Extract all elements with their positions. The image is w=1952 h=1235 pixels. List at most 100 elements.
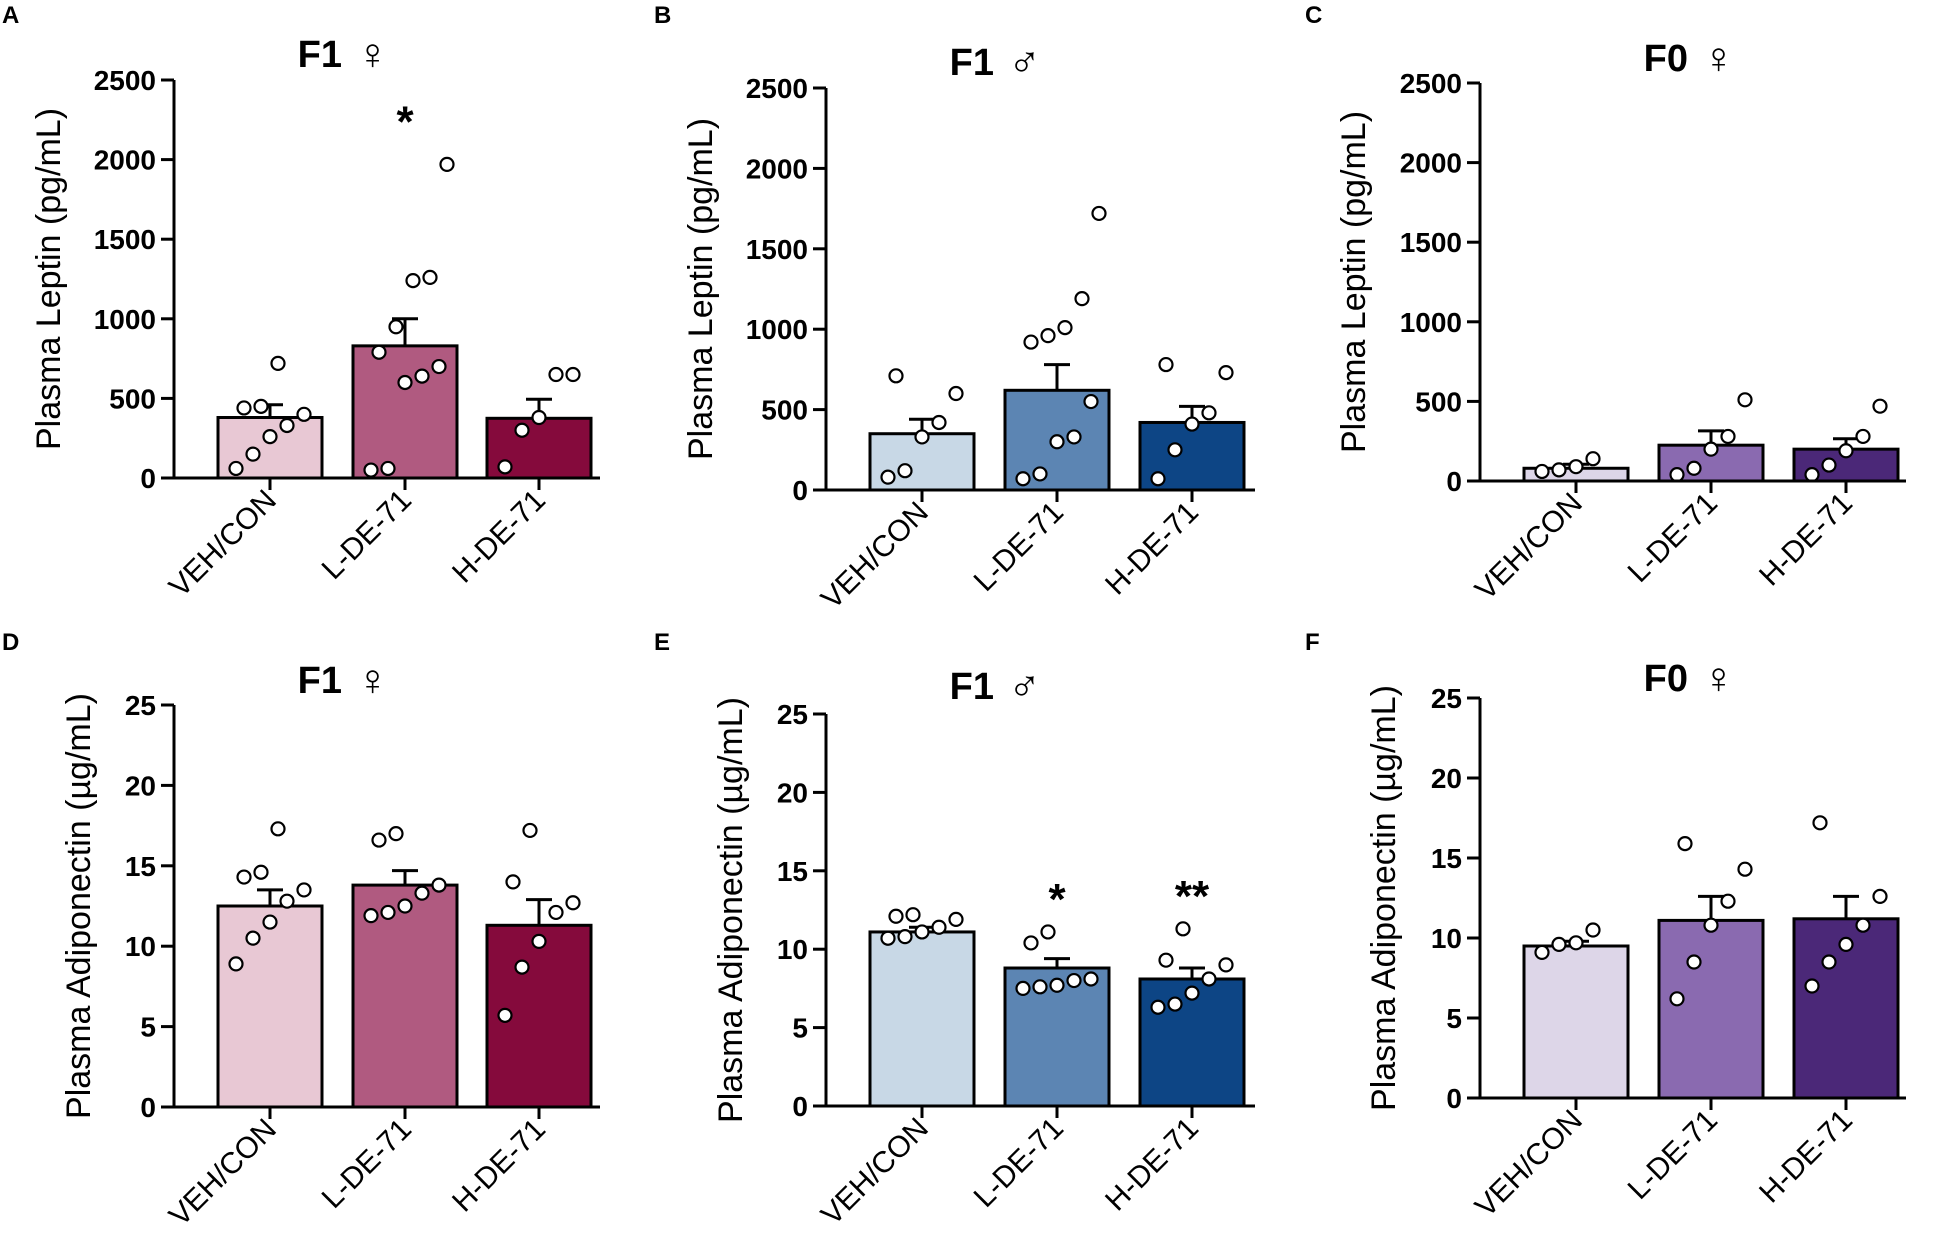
y-tick-label: 2000 bbox=[746, 153, 808, 184]
data-point bbox=[1855, 917, 1871, 933]
panel-b: B F1 ♂ Plasma Leptin (pg/mL) VEH/CON L-DE-71 H… bbox=[654, 2, 1255, 616]
data-point bbox=[1049, 977, 1065, 993]
category-label: L-DE-71 bbox=[1622, 1104, 1724, 1206]
category-label: H-DE-71 bbox=[446, 484, 552, 590]
y-tick-label: 25 bbox=[125, 690, 156, 721]
y-tick-label: 500 bbox=[109, 383, 156, 414]
data-point bbox=[1158, 952, 1174, 968]
data-point bbox=[1855, 428, 1871, 445]
title-generation: F1 bbox=[950, 666, 994, 708]
data-point bbox=[371, 832, 387, 848]
data-point bbox=[236, 400, 252, 416]
data-point bbox=[1821, 954, 1837, 970]
panel-title: F1 ♂ bbox=[950, 38, 1041, 87]
panel-e: E F1 ♂ Plasma Adiponectin (µg/mL) VEH/CON * L-… bbox=[654, 629, 1255, 1232]
data-point bbox=[380, 460, 396, 477]
data-point bbox=[253, 398, 269, 414]
data-point bbox=[431, 877, 447, 893]
data-point bbox=[1057, 319, 1073, 336]
y-tick-label: 5 bbox=[140, 1012, 156, 1043]
data-point bbox=[514, 959, 530, 975]
y-tick-label: 1500 bbox=[1400, 227, 1462, 258]
panel-c: C F0 ♀ Plasma Leptin (pg/mL) VEH/CON L-DE-71 H… bbox=[1305, 2, 1906, 607]
panel-letter: F bbox=[1305, 629, 1320, 656]
data-point bbox=[1074, 291, 1090, 307]
y-tick-label: 10 bbox=[125, 931, 156, 962]
y-tick-label: 15 bbox=[777, 856, 808, 887]
data-point bbox=[1534, 944, 1550, 961]
panel-f: F F0 ♀ Plasma Adiponectin (µg/mL) VEH/CON L-D… bbox=[1305, 629, 1906, 1224]
y-tick-label: 5 bbox=[1446, 1003, 1462, 1034]
bar bbox=[216, 904, 324, 1109]
significance-marker: ** bbox=[1175, 872, 1210, 921]
data-point bbox=[1201, 971, 1217, 987]
data-point bbox=[253, 864, 269, 880]
category-label: H-DE-71 bbox=[1753, 487, 1859, 593]
y-tick-label: 25 bbox=[1431, 683, 1462, 714]
data-point bbox=[1066, 429, 1082, 445]
y-tick-label: 1500 bbox=[94, 224, 156, 255]
y-tick-label: 500 bbox=[1415, 386, 1462, 417]
category-label: L-DE-71 bbox=[968, 1112, 1070, 1214]
data-point bbox=[1838, 936, 1854, 953]
panel-title: F0 ♀ bbox=[1644, 654, 1735, 703]
data-point bbox=[1015, 980, 1031, 997]
data-point bbox=[388, 319, 404, 335]
category-label: H-DE-71 bbox=[1099, 1112, 1205, 1218]
y-tick-label: 15 bbox=[1431, 843, 1462, 874]
category-label: VEH/CON bbox=[163, 484, 283, 604]
sex-symbol: ♂ bbox=[1008, 662, 1041, 711]
category-label: L-DE-71 bbox=[968, 496, 1070, 598]
data-point bbox=[1201, 405, 1217, 421]
data-point bbox=[245, 446, 261, 462]
data-point bbox=[1838, 443, 1854, 459]
data-point bbox=[1821, 457, 1837, 473]
data-point bbox=[1737, 392, 1753, 408]
data-point bbox=[1184, 416, 1200, 432]
y-tick-label: 500 bbox=[761, 395, 808, 426]
data-point bbox=[888, 908, 904, 924]
data-point bbox=[1534, 463, 1550, 480]
data-point bbox=[1158, 356, 1174, 373]
y-tick-label: 2000 bbox=[94, 145, 156, 176]
category-label: VEH/CON bbox=[815, 1112, 935, 1232]
significance-marker: * bbox=[1048, 875, 1066, 924]
data-point bbox=[1218, 957, 1234, 973]
sex-symbol: ♂ bbox=[1008, 38, 1041, 87]
data-point bbox=[1167, 996, 1183, 1012]
category-label: VEH/CON bbox=[1469, 487, 1589, 607]
data-point bbox=[880, 469, 896, 485]
data-point bbox=[262, 429, 278, 445]
data-point bbox=[548, 366, 564, 383]
data-point bbox=[1686, 460, 1702, 476]
data-point bbox=[397, 374, 413, 391]
sex-symbol: ♀ bbox=[356, 656, 389, 705]
data-point bbox=[1040, 328, 1056, 344]
data-point bbox=[565, 366, 581, 383]
data-point bbox=[422, 269, 438, 286]
bar bbox=[868, 930, 976, 1108]
data-point bbox=[531, 409, 547, 426]
panel-letter: C bbox=[1305, 2, 1322, 29]
data-point bbox=[931, 414, 947, 431]
sex-symbol: ♀ bbox=[356, 30, 389, 79]
data-point bbox=[388, 826, 404, 842]
data-point bbox=[1150, 471, 1166, 487]
data-point bbox=[1804, 467, 1820, 483]
data-point bbox=[228, 956, 244, 972]
y-tick-label: 0 bbox=[140, 1092, 156, 1123]
bar bbox=[1657, 918, 1765, 1100]
data-point bbox=[1551, 462, 1567, 478]
category-label: L-DE-71 bbox=[316, 484, 418, 586]
data-point bbox=[371, 344, 387, 360]
title-generation: F1 bbox=[950, 42, 994, 84]
data-point bbox=[279, 893, 295, 909]
data-point bbox=[1686, 954, 1702, 970]
data-point bbox=[1703, 917, 1719, 933]
sex-symbol: ♀ bbox=[1702, 654, 1735, 703]
panel-letter: A bbox=[2, 2, 19, 29]
sex-symbol: ♀ bbox=[1702, 34, 1735, 83]
y-axis-label: Plasma Adiponectin (µg/mL) bbox=[1365, 685, 1403, 1111]
category-label: H-DE-71 bbox=[1753, 1104, 1859, 1210]
